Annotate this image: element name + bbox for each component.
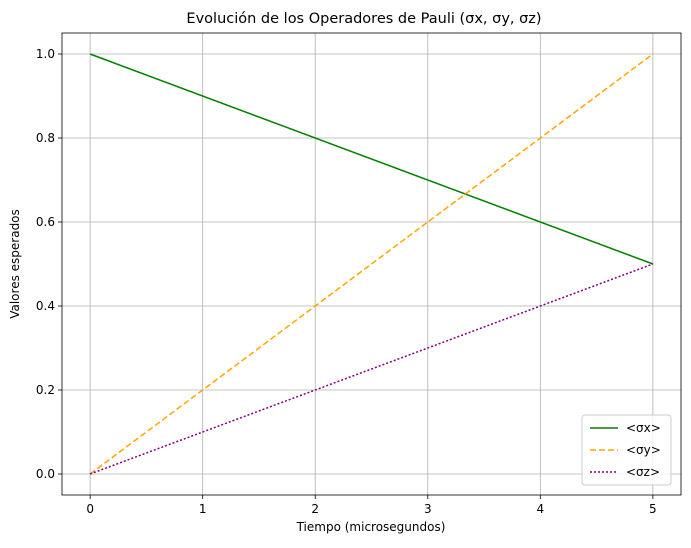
x-tick-label: 3 <box>424 502 432 516</box>
ticks: 0 1 2 3 4 5 0.0 0.2 0.4 0.6 0.8 1.0 <box>36 47 657 516</box>
x-tick-label: 4 <box>536 502 544 516</box>
legend-label: <σy> <box>626 443 661 457</box>
y-tick-label: 0.0 <box>36 467 55 481</box>
y-tick-label: 0.6 <box>36 215 55 229</box>
series-line-3 <box>89 263 654 475</box>
plot-frame <box>61 32 682 496</box>
x-tick-label: 2 <box>311 502 319 516</box>
legend-label: <σx> <box>626 421 661 435</box>
y-axis-title: Valores esperados <box>8 209 22 319</box>
y-tick-label: 0.2 <box>36 383 55 397</box>
x-tick-label: 5 <box>649 502 657 516</box>
legend: <σx> <σy> <σz> <box>581 414 672 486</box>
chart-title: Evolución de los Operadores de Pauli (σx… <box>186 11 541 27</box>
legend-label: <σz> <box>626 465 660 479</box>
y-tick-label: 0.4 <box>36 299 55 313</box>
x-tick-label: 0 <box>86 502 94 516</box>
legend-box <box>581 414 672 486</box>
y-tick-label: 0.8 <box>36 131 55 145</box>
y-tick-label: 1.0 <box>36 47 55 61</box>
series-layer <box>89 53 654 475</box>
x-tick-label: 1 <box>199 502 207 516</box>
series-line-2 <box>89 53 654 475</box>
series-line-1 <box>89 53 654 265</box>
x-axis-title: Tiempo (microsegundos) <box>296 520 446 534</box>
